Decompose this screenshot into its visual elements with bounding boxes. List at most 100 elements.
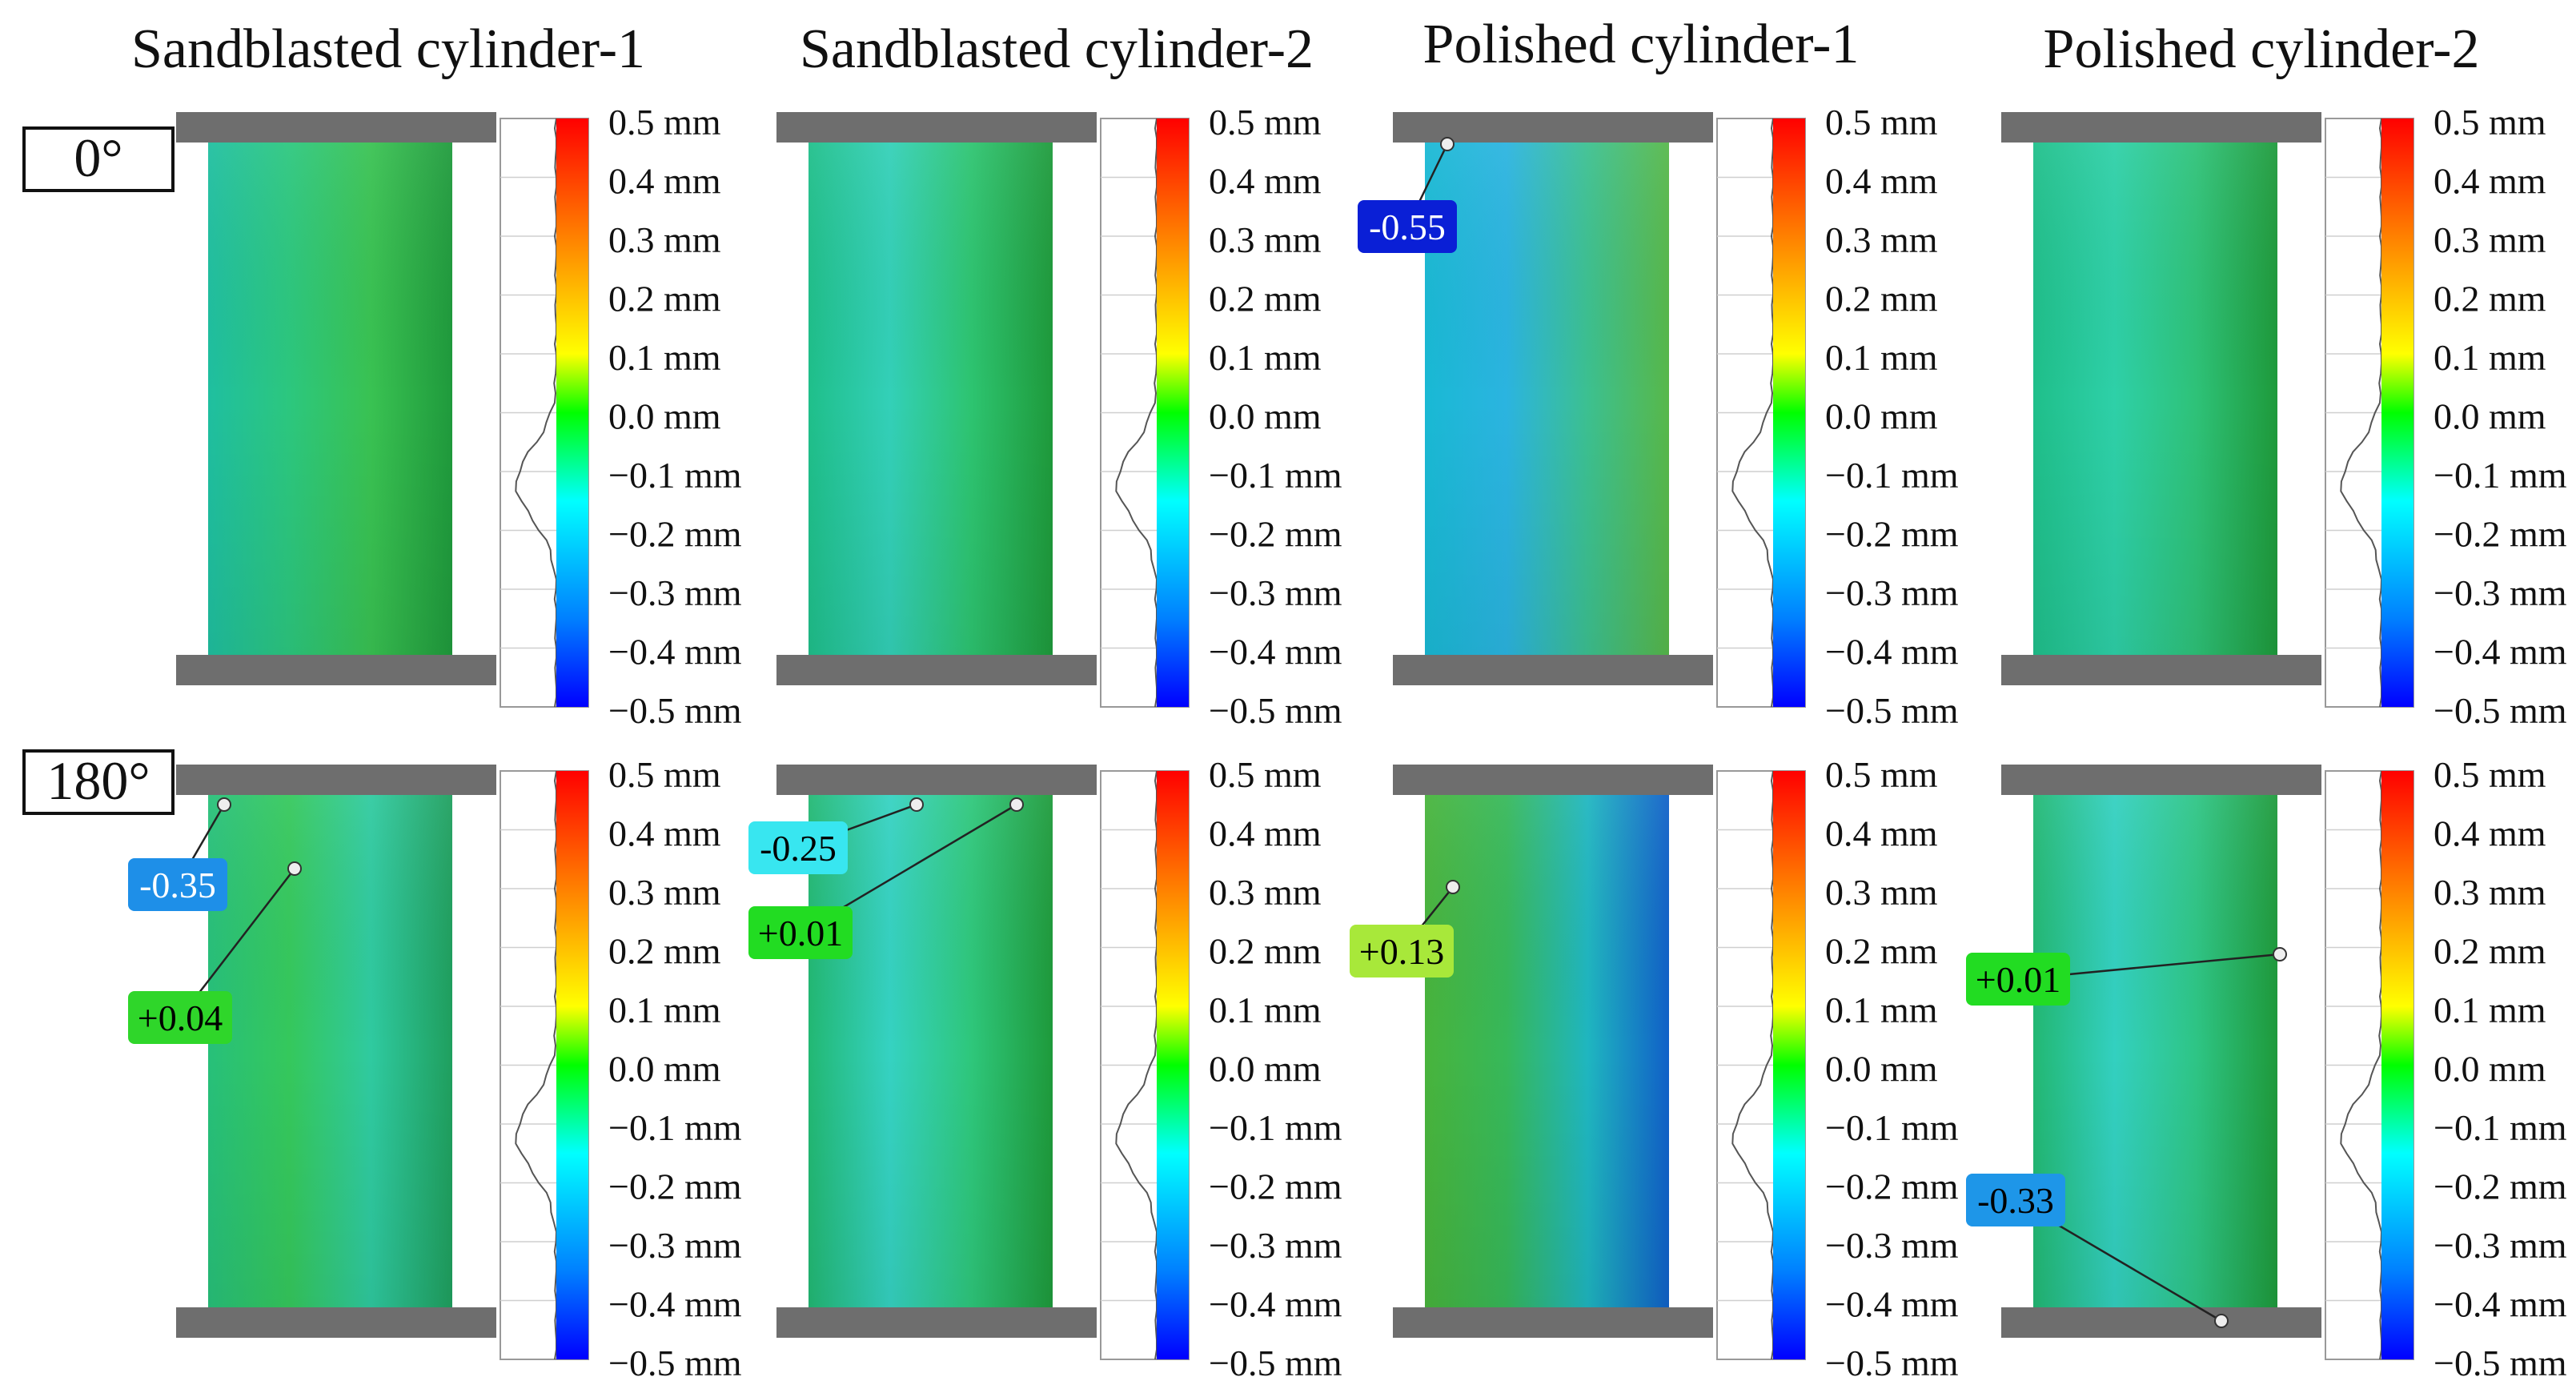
panel-180deg-col3: 0.5 mm 0.4 mm 0.3 mm 0.2 mm 0.1 mm 0.0 mm −0.1… — [1350, 754, 1959, 1383]
colorbar-tick-label: 0.0 mm — [2434, 1049, 2546, 1090]
bottom-plate — [1393, 655, 1713, 685]
colorbar-tick-label: −0.5 mm — [2434, 1343, 2567, 1383]
cylinder-shading — [2033, 795, 2277, 1307]
colorbar-tick-label: 0.2 mm — [608, 931, 721, 972]
row-label-180deg-text: 180° — [46, 750, 150, 811]
deviation-callout: -0.55 — [1358, 137, 1457, 253]
colorbar-tick-label: 0.4 mm — [2434, 161, 2546, 202]
colorbar-tick-label: 0.1 mm — [1209, 990, 1322, 1030]
colorbar-tick-label: −0.3 mm — [2434, 572, 2567, 613]
callout-box — [1966, 1174, 2065, 1226]
colorbar-tick-label: 0.0 mm — [608, 396, 721, 437]
colorbar-tick-label: 0.5 mm — [1209, 754, 1322, 795]
top-plate — [176, 112, 496, 143]
colorbar-tick-label: 0.1 mm — [608, 990, 721, 1030]
colorbar-tick-label: 0.3 mm — [1209, 872, 1322, 913]
panel-180deg-col2: 0.5 mm 0.4 mm 0.3 mm 0.2 mm 0.1 mm 0.0 mm −0.1… — [748, 754, 1342, 1383]
colorbar-tick-label: 0.3 mm — [2434, 872, 2546, 913]
colorbar-tick-label: 0.1 mm — [1825, 990, 1938, 1030]
colorbar-tick-label: −0.1 mm — [1825, 1107, 1959, 1148]
colorbar-tick-label: −0.4 mm — [608, 632, 742, 672]
callout-point — [2214, 1314, 2229, 1328]
top-plate — [2001, 765, 2321, 795]
colorbar-tick-label: −0.5 mm — [1825, 690, 1959, 731]
cylinder-shading — [2033, 143, 2277, 655]
colorbar: 0.5 mm 0.4 mm 0.3 mm 0.2 mm 0.1 mm 0.0 mm −0.1… — [500, 754, 742, 1383]
colorbar-tick-label: 0.5 mm — [1825, 754, 1938, 795]
callout-value: -0.55 — [1369, 207, 1446, 247]
colorbar-tick-label: −0.1 mm — [2434, 1107, 2567, 1148]
colorbar-tick-label: −0.3 mm — [608, 572, 742, 613]
colorbar-tick-label: 0.0 mm — [1825, 1049, 1938, 1090]
panel-0deg-col2: 0.5 mm 0.4 mm 0.3 mm 0.2 mm 0.1 mm 0.0 mm −0.1… — [776, 102, 1342, 731]
bottom-plate — [2001, 655, 2321, 685]
panel-0deg-col3: 0.5 mm 0.4 mm 0.3 mm 0.2 mm 0.1 mm 0.0 mm −0.1… — [1358, 102, 1959, 731]
colorbar: 0.5 mm 0.4 mm 0.3 mm 0.2 mm 0.1 mm 0.0 mm −0.1… — [2325, 754, 2567, 1383]
callout-value: -0.25 — [760, 828, 837, 869]
top-plate — [1393, 112, 1713, 143]
colorbar-tick-label: 0.5 mm — [1209, 102, 1322, 143]
colorbar-tick-label: −0.3 mm — [1825, 1225, 1959, 1266]
colorbar: 0.5 mm 0.4 mm 0.3 mm 0.2 mm 0.1 mm 0.0 mm −0.1… — [500, 102, 742, 731]
colorbar-tick-label: −0.2 mm — [608, 514, 742, 555]
colorbar-tick-label: 0.4 mm — [1209, 161, 1322, 202]
colorbar-tick-label: −0.5 mm — [2434, 690, 2567, 731]
callout-box — [748, 821, 848, 874]
colorbar-tick-label: 0.5 mm — [2434, 754, 2546, 795]
top-plate — [776, 765, 1097, 795]
colorbar-tick-label: −0.5 mm — [1209, 690, 1342, 731]
colorbar-tick-label: 0.2 mm — [608, 279, 721, 319]
top-plate — [176, 765, 496, 795]
callout-point — [909, 797, 924, 812]
panel-0deg-col1: 0.5 mm 0.4 mm 0.3 mm 0.2 mm 0.1 mm 0.0 mm −0.1… — [176, 102, 742, 731]
colorbar-gradient-bar — [1773, 771, 1805, 1359]
colorbar-tick-label: −0.2 mm — [1209, 1166, 1342, 1207]
colorbar-tick-label: 0.1 mm — [1209, 337, 1322, 378]
colorbar-tick-label: −0.3 mm — [1209, 1225, 1342, 1266]
column-title-polished-1: Polished cylinder-1 — [1423, 14, 1860, 75]
deviation-callout: +0.01 — [748, 797, 1024, 959]
deviation-callout: +0.01 — [1966, 947, 2287, 1006]
column-title-polished-2: Polished cylinder-2 — [2044, 18, 2480, 80]
colorbar-gradient-bar — [556, 118, 588, 707]
colorbar-tick-label: 0.3 mm — [1825, 872, 1938, 913]
callout-point — [2273, 947, 2287, 961]
colorbar-tick-label: 0.0 mm — [608, 1049, 721, 1090]
colorbar-tick-label: −0.4 mm — [2434, 1284, 2567, 1325]
colorbar: 0.5 mm 0.4 mm 0.3 mm 0.2 mm 0.1 mm 0.0 mm −0.1… — [1716, 754, 1959, 1383]
colorbar-tick-label: −0.4 mm — [2434, 632, 2567, 672]
top-plate — [2001, 112, 2321, 143]
colorbar-tick-label: 0.5 mm — [608, 754, 721, 795]
colorbar-tick-label: 0.0 mm — [1825, 396, 1938, 437]
colorbar-tick-label: −0.5 mm — [1209, 1343, 1342, 1383]
colorbar-tick-label: 0.3 mm — [2434, 219, 2546, 260]
cylinder-shading — [208, 795, 452, 1307]
colorbar-tick-label: −0.4 mm — [1825, 632, 1959, 672]
callout-box — [748, 906, 853, 959]
callout-value: +0.04 — [138, 998, 223, 1038]
colorbar-tick-label: 0.1 mm — [1825, 337, 1938, 378]
cylinder-shading — [809, 143, 1053, 655]
colorbar-gradient-bar — [1773, 118, 1805, 707]
colorbar: 0.5 mm 0.4 mm 0.3 mm 0.2 mm 0.1 mm 0.0 mm −0.1… — [1716, 102, 1959, 731]
colorbar-tick-label: 0.3 mm — [608, 219, 721, 260]
colorbar-tick-label: −0.2 mm — [2434, 1166, 2567, 1207]
bottom-plate — [176, 1307, 496, 1338]
top-plate — [1393, 765, 1713, 795]
colorbar-tick-label: −0.5 mm — [1825, 1343, 1959, 1383]
callout-value: -0.35 — [139, 865, 216, 905]
colorbar-gradient-bar — [1157, 118, 1189, 707]
colorbar-tick-label: −0.2 mm — [2434, 514, 2567, 555]
colorbar-tick-label: −0.1 mm — [608, 455, 742, 496]
colorbar-tick-label: 0.0 mm — [1209, 396, 1322, 437]
callout-box — [1358, 200, 1457, 253]
colorbar: 0.5 mm 0.4 mm 0.3 mm 0.2 mm 0.1 mm 0.0 mm −0.1… — [1100, 754, 1342, 1383]
callout-box — [1350, 925, 1454, 977]
colorbar-tick-label: −0.1 mm — [1209, 1107, 1342, 1148]
callout-point — [287, 861, 302, 876]
cylinder-shading — [1425, 795, 1669, 1307]
colorbar-tick-label: 0.5 mm — [608, 102, 721, 143]
panel-0deg-col4: 0.5 mm 0.4 mm 0.3 mm 0.2 mm 0.1 mm 0.0 mm −0.1… — [2001, 102, 2567, 731]
deviation-callout: -0.25 — [748, 797, 924, 874]
colorbar-tick-label: −0.4 mm — [1209, 632, 1342, 672]
